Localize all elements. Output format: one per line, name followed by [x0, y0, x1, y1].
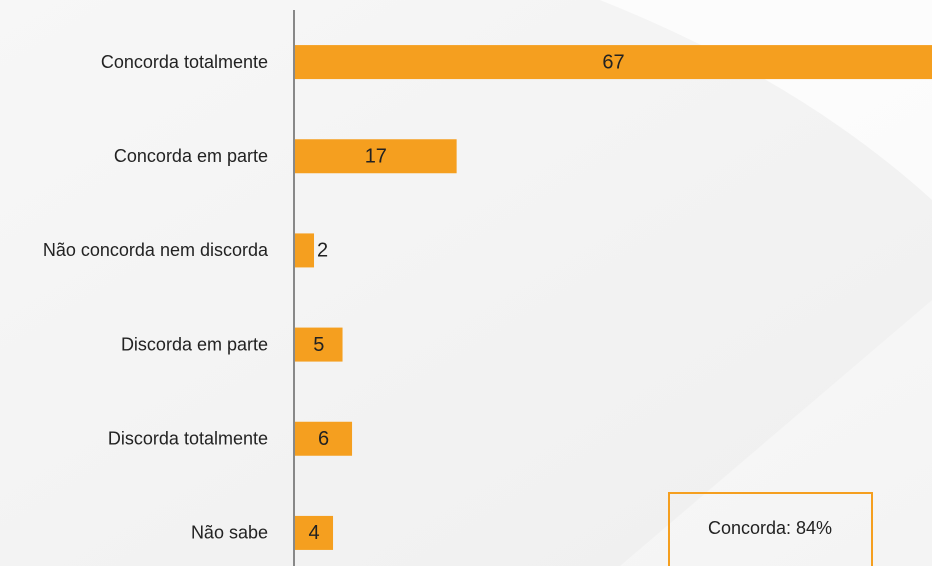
category-label: Discorda em parte — [121, 334, 268, 354]
bar — [295, 45, 932, 80]
category-label: Concorda em parte — [114, 146, 268, 166]
value-label: 4 — [308, 522, 319, 544]
category-label: Não sabe — [191, 523, 268, 543]
value-label: 67 — [602, 51, 624, 73]
bar — [295, 327, 343, 362]
bar — [295, 139, 457, 174]
bar — [295, 421, 353, 456]
bar — [295, 233, 315, 268]
value-label: 6 — [318, 428, 329, 450]
annotation-box — [668, 492, 873, 566]
category-label: Não concorda nem discorda — [43, 240, 269, 260]
value-label: 5 — [313, 334, 324, 356]
background-shape — [620, 300, 932, 566]
category-label: Discorda totalmente — [108, 429, 268, 449]
value-label: 17 — [365, 146, 387, 168]
annotation: Concorda: 84% — [708, 518, 832, 538]
bar — [295, 515, 334, 550]
value-label: 2 — [317, 240, 328, 262]
category-label: Concorda totalmente — [101, 52, 268, 72]
